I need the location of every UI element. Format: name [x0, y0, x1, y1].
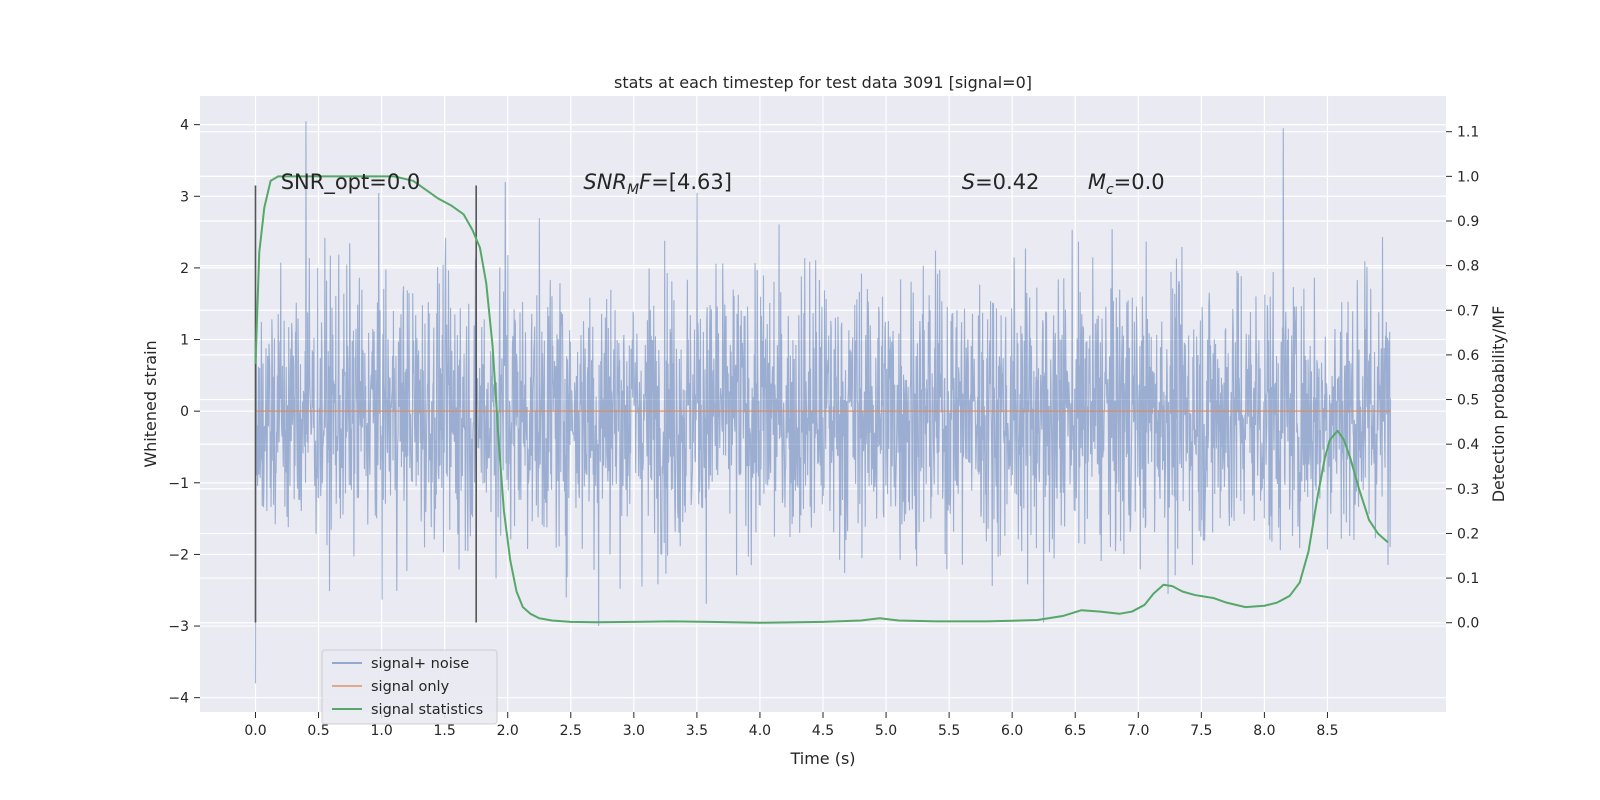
legend-box: [321, 649, 498, 725]
annotation-subscript: c: [1106, 182, 1114, 198]
y2-axis-label: Detection probability/MF: [1489, 306, 1508, 503]
x-tick-label: 5.0: [875, 723, 897, 739]
x-tick-label: 7.5: [1190, 723, 1212, 739]
vertical-markers: [254, 185, 477, 623]
annotation-text: S=0.42: [962, 170, 1040, 194]
y2-tick-label: 0.9: [1457, 214, 1479, 230]
annotation-italic-f: F: [639, 170, 652, 194]
y2-tick-label: 0.7: [1457, 303, 1479, 319]
y-tick-label: 3: [180, 189, 189, 205]
annotation-subscript: M: [627, 182, 639, 198]
x-tick-label: 6.0: [1001, 723, 1023, 739]
x-tick-label: 1.0: [370, 723, 392, 739]
x-tick-label: 6.5: [1064, 723, 1086, 739]
x-tick-label: 8.0: [1253, 723, 1275, 739]
y-tick-label: 0: [180, 404, 189, 420]
x-tick-label: 4.0: [749, 723, 771, 739]
y2-tick-label: 0.3: [1457, 482, 1479, 498]
y2-tick-label: 1.0: [1457, 169, 1479, 185]
x-axis-ticks: 0.0 0.5 1.0 1.5 2.0 2.5 3.0 3.5 4.0 4.5 5.0 5.5 6.0 6…: [244, 712, 1339, 739]
x-tick-label: 3.0: [623, 723, 645, 739]
chart-title: stats at each timestep for test data 309…: [614, 73, 1032, 92]
x-tick-label: 4.5: [812, 723, 834, 739]
left-y-axis-ticks: −4 −3 −2 −1 0 1 2 3 4: [168, 118, 200, 707]
legend-label-signal-only: signal only: [371, 679, 450, 695]
statistics-line: [254, 175, 1389, 624]
annotation-main: SNR: [583, 170, 627, 194]
y-tick-label: −1: [168, 476, 189, 492]
y-tick-label: 1: [180, 333, 189, 349]
y2-tick-label: 1.1: [1457, 125, 1479, 141]
y-axis-label: Whitened strain: [141, 340, 160, 467]
x-tick-label: 0.0: [244, 723, 266, 739]
annotation-tail: =0.0: [1114, 170, 1165, 194]
x-tick-label: 5.5: [938, 723, 960, 739]
y2-tick-label: 0.4: [1457, 437, 1479, 453]
y-tick-label: −2: [168, 547, 189, 563]
y2-tick-label: 0.0: [1457, 616, 1479, 632]
annotation-value: =[4.63]: [651, 170, 732, 194]
y-tick-label: 2: [180, 261, 189, 277]
legend-label-signal-noise: signal+ noise: [371, 656, 469, 672]
legend: signal+ noise signal only signal statist…: [321, 649, 498, 725]
y2-tick-label: 0.6: [1457, 348, 1479, 364]
y2-tick-label: 0.8: [1457, 259, 1479, 275]
x-tick-label: 1.5: [434, 723, 456, 739]
annotation-text: Mc=0.0: [1088, 170, 1165, 198]
annotation-tail: =0.42: [975, 170, 1039, 194]
y2-tick-label: 0.2: [1457, 526, 1479, 542]
annotations: SNR_opt=0.0 SNRMF=[4.63] S=0.42 Mc=0.0: [281, 170, 1165, 198]
x-tick-label: 7.0: [1127, 723, 1149, 739]
series-signal-noise: [254, 121, 1392, 684]
annotation-main: SNR_opt=0.0: [281, 170, 421, 195]
legend-label-signal-statistics: signal statistics: [371, 702, 483, 718]
x-tick-label: 0.5: [307, 723, 329, 739]
y2-tick-label: 0.1: [1457, 571, 1479, 587]
x-axis-label: Time (s): [789, 749, 855, 768]
right-y-axis-ticks: 0.0 0.1 0.2 0.3 0.4 0.5 0.6 0.7 0.8 0.9 1.0 1.1: [1446, 125, 1479, 632]
noise-line: [254, 121, 1392, 684]
annotation-text: SNRMF=[4.63]: [583, 170, 732, 198]
annotation-tail: F=[4.63]: [639, 170, 732, 194]
x-tick-label: 8.5: [1316, 723, 1338, 739]
x-tick-label: 3.5: [686, 723, 708, 739]
annotation-text: SNR_opt=0.0: [281, 170, 421, 195]
y-tick-label: −4: [168, 691, 189, 707]
x-tick-label: 2.0: [497, 723, 519, 739]
annotation-main: M: [1088, 170, 1106, 194]
y-tick-label: −3: [168, 619, 189, 635]
y2-tick-label: 0.5: [1457, 393, 1479, 409]
y-tick-label: 4: [180, 118, 189, 134]
x-tick-label: 2.5: [560, 723, 582, 739]
annotation-main: S: [962, 170, 975, 194]
series-signal-statistics: [254, 175, 1389, 624]
